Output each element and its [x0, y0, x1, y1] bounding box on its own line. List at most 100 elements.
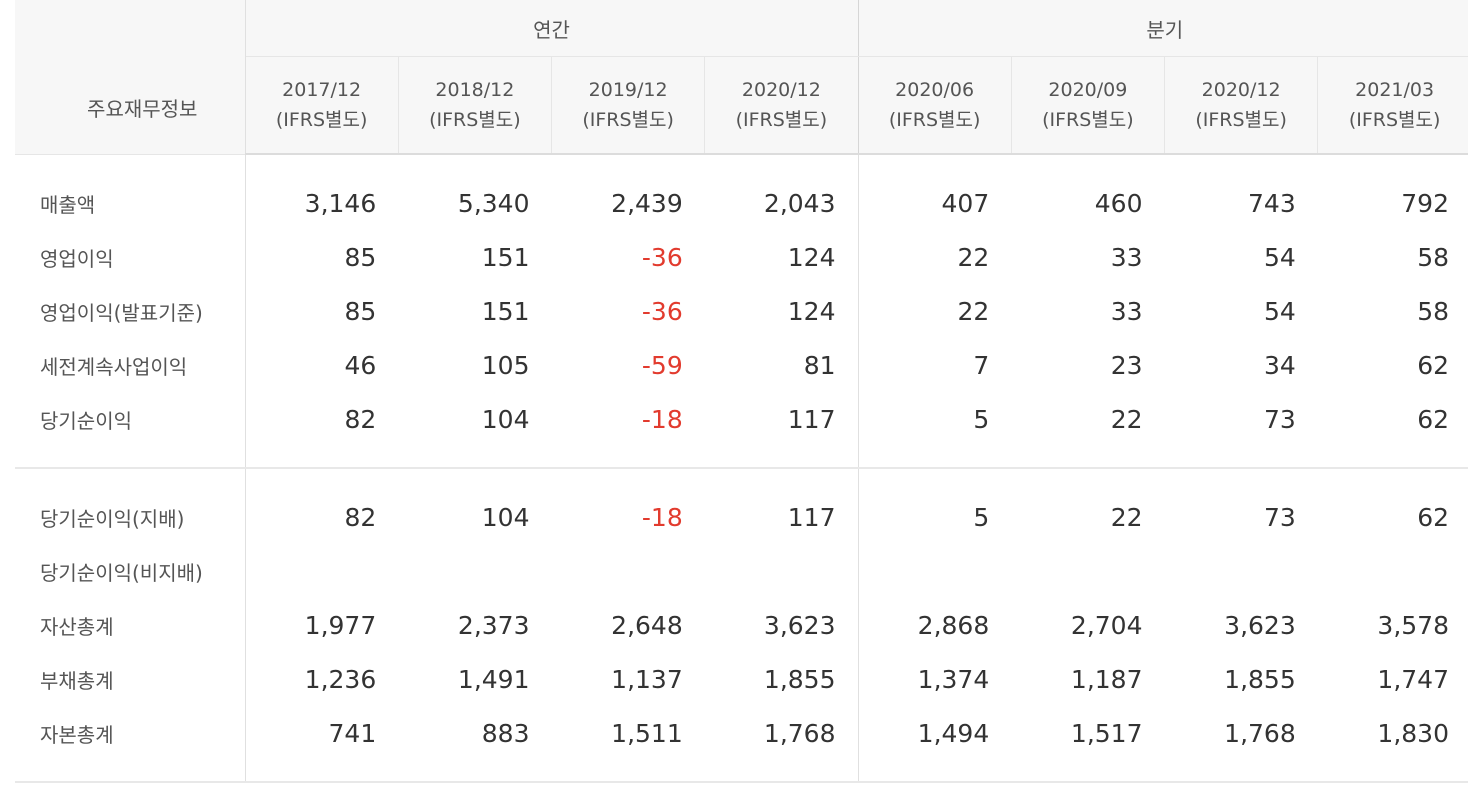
- value-cell: 407: [941, 188, 990, 218]
- table-row: 매출액 3,146 5,340 2,439 2,043 407 460 743 792: [15, 176, 1468, 230]
- value-cell: 5: [973, 404, 990, 434]
- spacer-cell: [1318, 468, 1468, 490]
- financial-table: 주요재무정보 연간 분기 2017/12 (IFRS별도) 2018/12 (IFR…: [15, 0, 1468, 783]
- spacer-cell: [704, 760, 859, 783]
- value-cell: 1,830: [1377, 718, 1449, 748]
- spacer-cell: [398, 154, 551, 176]
- value-cell: 22: [957, 296, 990, 326]
- header-group-row: 주요재무정보 연간 분기: [15, 0, 1468, 155]
- value-cell: 1,236: [304, 664, 377, 694]
- table-body: 매출액 3,146 5,340 2,439 2,043 407 460 743 792 영업이익 8…: [15, 154, 1468, 783]
- value-cell: 82: [344, 404, 377, 434]
- value-cell: 792: [1401, 188, 1449, 218]
- period-standard: (IFRS별도): [735, 109, 828, 131]
- value-cell: 460: [1094, 188, 1143, 218]
- row-label: 당기순이익(비지배): [15, 544, 246, 598]
- spacer-cell: [398, 468, 551, 490]
- value-cell: 1,187: [1070, 664, 1143, 694]
- financial-summary: 주요재무정보 연간 분기 2017/12 (IFRS별도) 2018/12 (IFR…: [15, 0, 1468, 783]
- spacer-cell: [15, 154, 246, 176]
- value-cell: 2,648: [611, 610, 683, 640]
- header-annual: 연간: [245, 0, 859, 57]
- period-label: 2021/03: [1355, 79, 1435, 101]
- spacer-cell: [1164, 760, 1318, 783]
- period-standard: (IFRS별도): [1348, 109, 1441, 131]
- period-header: 2020/09 (IFRS별도): [1011, 56, 1166, 155]
- value-cell: [552, 544, 705, 598]
- value-cell: -36: [641, 296, 683, 326]
- value-cell: 1,491: [457, 664, 530, 694]
- period-header: 2019/12 (IFRS별도): [551, 56, 706, 155]
- spacer-cell: [858, 154, 1011, 176]
- period-header: 2020/12 (IFRS별도): [1164, 56, 1319, 155]
- row-label: 당기순이익(지배): [15, 490, 246, 544]
- spacer-cell: [552, 154, 705, 176]
- spacer-cell: [15, 468, 246, 490]
- period-standard: (IFRS별도): [429, 109, 521, 131]
- value-cell: 2,868: [917, 610, 990, 640]
- spacer-cell: [1165, 154, 1318, 176]
- value-cell: 23: [1110, 350, 1143, 380]
- value-cell: [1011, 544, 1164, 598]
- period-standard: (IFRS별도): [1195, 109, 1287, 131]
- spacer-cell: [552, 468, 705, 490]
- row-label: 당기순이익: [15, 392, 246, 446]
- value-cell: 22: [957, 242, 990, 272]
- table-row: 당기순이익(지배) 82 104 -18 117 5 22 73 62: [15, 490, 1468, 544]
- value-cell: 2,439: [611, 188, 683, 218]
- spacer-cell: [245, 468, 398, 490]
- value-cell: 85: [344, 242, 377, 272]
- spacer-cell: [398, 446, 552, 469]
- value-cell: 54: [1263, 296, 1296, 326]
- value-cell: 1,511: [611, 718, 683, 748]
- period-standard: (IFRS별도): [275, 109, 368, 131]
- value-cell: 82: [344, 502, 377, 532]
- value-cell: 124: [704, 230, 859, 284]
- value-cell: 34: [1263, 350, 1296, 380]
- period-header: 2018/12 (IFRS별도): [398, 56, 553, 155]
- spacer-cell: [1011, 760, 1165, 783]
- spacer-cell: [704, 468, 859, 490]
- value-cell: 85: [344, 296, 377, 326]
- period-label: 2018/12: [435, 79, 515, 101]
- value-cell: [398, 544, 551, 598]
- spacer-cell: [1318, 154, 1468, 176]
- spacer-cell: [1165, 468, 1318, 490]
- spacer-cell: [15, 760, 246, 783]
- value-cell: 151: [481, 296, 530, 326]
- value-cell: 1,855: [1224, 664, 1296, 694]
- row-spacer: [15, 760, 1468, 783]
- period-label: 2020/09: [1048, 79, 1128, 101]
- value-cell: 1,855: [704, 652, 859, 706]
- value-cell: 1,137: [611, 664, 683, 694]
- spacer-cell: [15, 446, 246, 469]
- table-row: 세전계속사업이익 46 105 -59 81 7 23 34 62: [15, 338, 1468, 392]
- value-cell: -59: [641, 350, 683, 380]
- value-cell: 3,623: [1224, 610, 1296, 640]
- value-cell: 741: [328, 718, 377, 748]
- spacer-cell: [1011, 154, 1164, 176]
- value-cell: 33: [1110, 296, 1143, 326]
- value-cell: 5,340: [457, 188, 530, 218]
- value-cell: 62: [1417, 502, 1449, 532]
- spacer-cell: [1011, 446, 1165, 469]
- row-label: 자본총계: [15, 706, 246, 760]
- value-cell: 22: [1110, 404, 1143, 434]
- spacer-cell: [245, 154, 398, 176]
- value-cell: [245, 544, 398, 598]
- value-cell: 1,494: [917, 718, 990, 748]
- header-quarterly: 분기: [858, 0, 1468, 57]
- spacer-cell: [551, 760, 705, 783]
- value-cell: 7: [973, 350, 990, 380]
- value-cell: 62: [1417, 404, 1449, 434]
- table-row: 부채총계 1,236 1,491 1,137 1,855 1,374 1,187 1,855 1…: [15, 652, 1468, 706]
- period-standard: (IFRS별도): [1042, 109, 1134, 131]
- value-cell: 117: [704, 392, 859, 446]
- spacer-cell: [704, 446, 859, 469]
- spacer-cell: [398, 760, 552, 783]
- row-label: 영업이익(발표기준): [15, 284, 246, 338]
- spacer-cell: [245, 446, 399, 469]
- period-label: 2017/12: [282, 79, 362, 101]
- spacer-cell: [1317, 446, 1468, 469]
- table-title: 주요재무정보: [15, 0, 246, 155]
